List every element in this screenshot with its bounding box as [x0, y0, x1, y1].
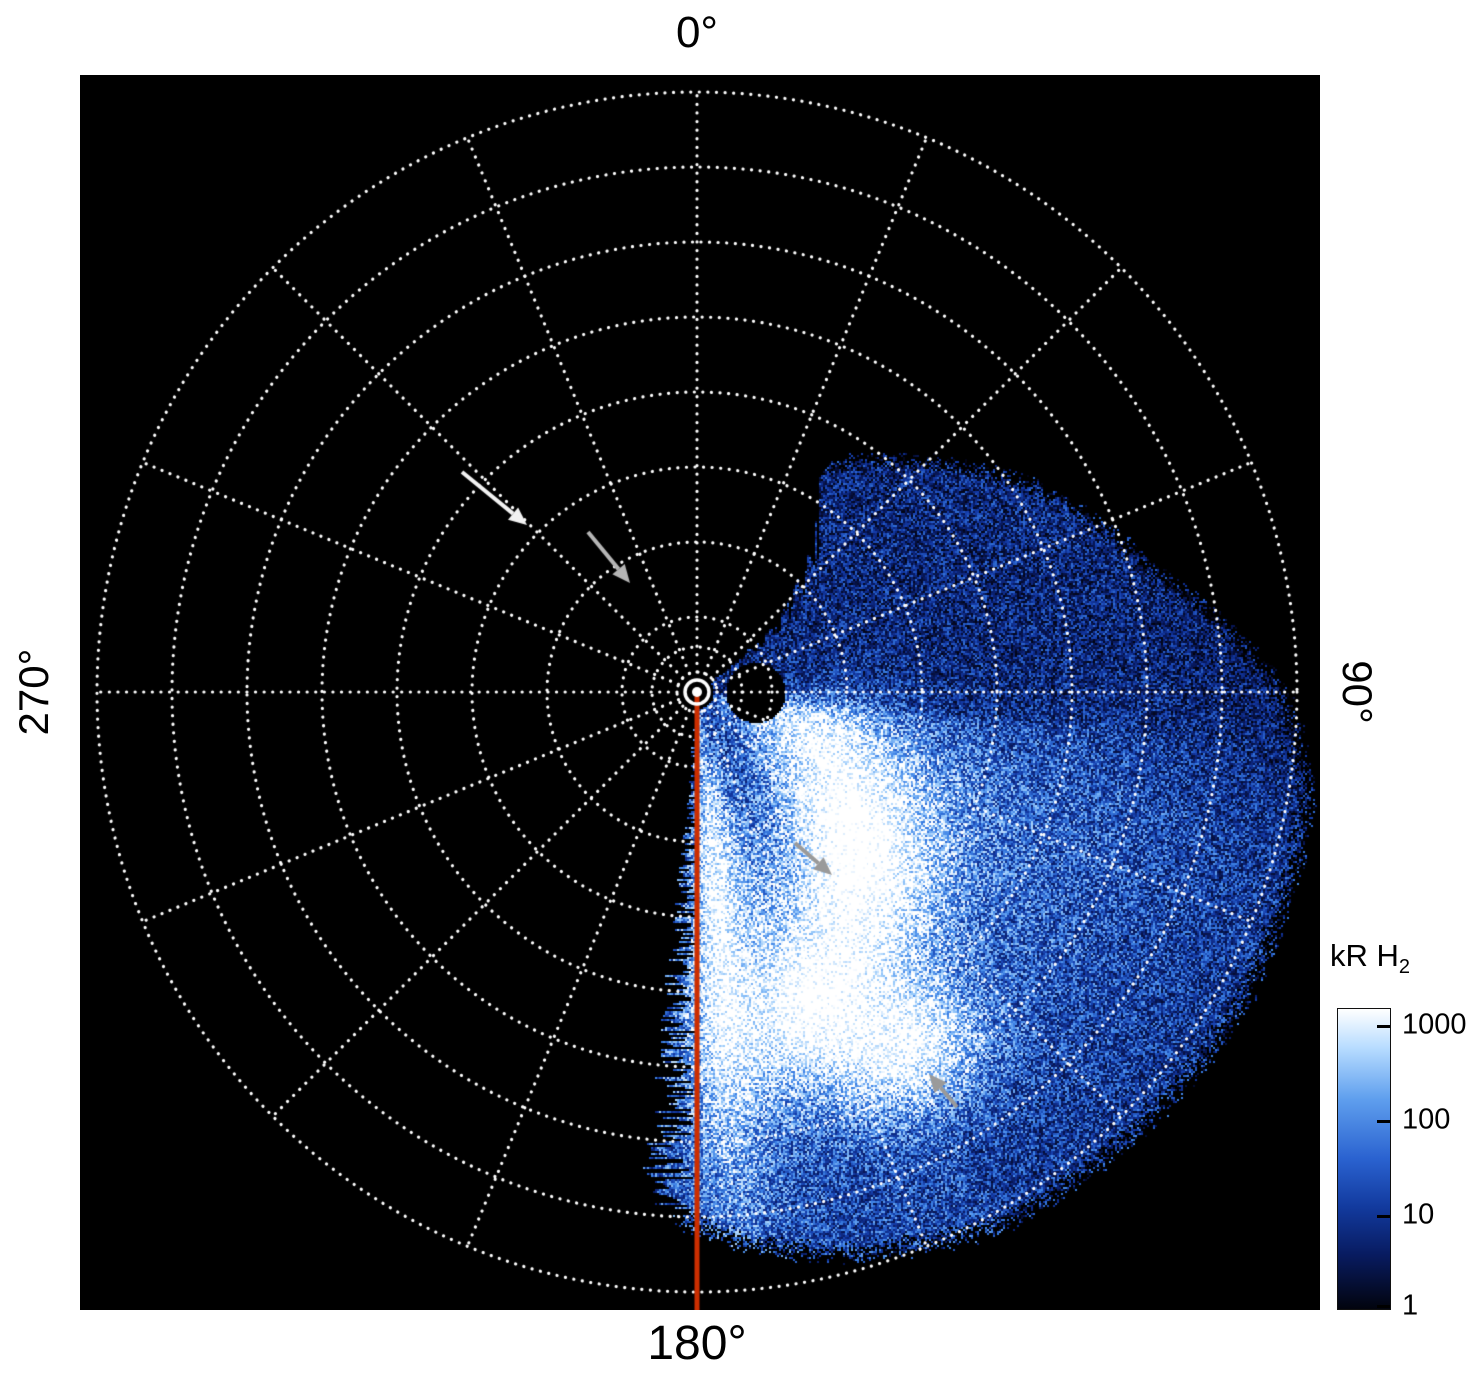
colorbar-tick: [1377, 1120, 1390, 1123]
axis-label-270deg: 270°: [10, 649, 58, 736]
colorbar-tick-label: 1: [1402, 1290, 1418, 1323]
colorbar-tick-labels: 1000 100 10 1: [1402, 1008, 1477, 1310]
axis-label-180deg: 180°: [647, 1316, 746, 1371]
colorbar-tick: [1377, 1215, 1390, 1218]
polar-plot-canvas: [80, 75, 1320, 1310]
colorbar-tick-label: 10: [1402, 1199, 1434, 1232]
colorbar-title: kR H2: [1330, 938, 1410, 979]
colorbar-tick-label: 100: [1402, 1104, 1450, 1137]
axis-label-0deg: 0°: [676, 8, 718, 58]
colorbar-gradient: [1337, 1008, 1391, 1310]
plot-area: [80, 75, 1320, 1310]
colorbar-tick-label: 1000: [1402, 1009, 1467, 1042]
colorbar-title-main: kR H: [1330, 938, 1399, 973]
colorbar-tick: [1377, 1025, 1390, 1028]
colorbar-title-sub: 2: [1399, 956, 1410, 978]
axis-label-90deg: 90°: [1333, 660, 1381, 724]
polar-aurora-figure: 0° 90° 180° 270° kR H2 1000 100 10 1: [0, 0, 1481, 1386]
colorbar-tick: [1377, 1305, 1390, 1308]
